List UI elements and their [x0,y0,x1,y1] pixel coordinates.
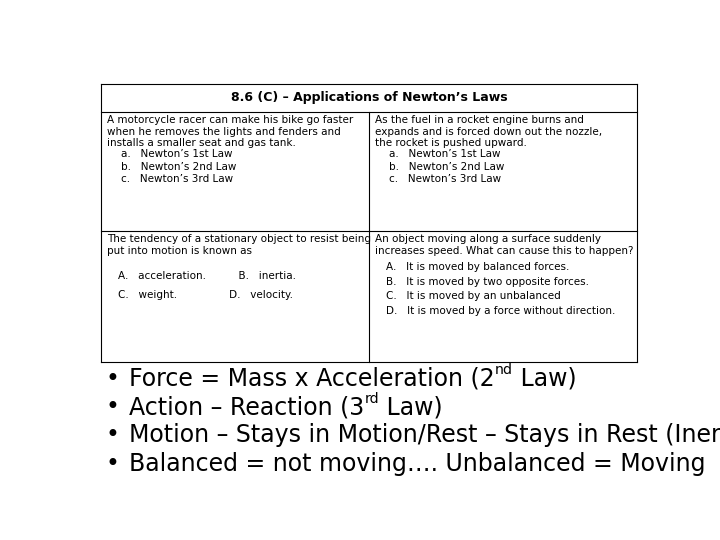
Text: a.   Newton’s 1st Law: a. Newton’s 1st Law [389,149,500,159]
Text: 8.6 (C) – Applications of Newton’s Laws: 8.6 (C) – Applications of Newton’s Laws [230,91,508,104]
Text: •: • [105,451,120,476]
Text: A.   It is moved by balanced forces.: A. It is moved by balanced forces. [386,262,569,272]
Text: •: • [105,423,120,447]
Text: C.   weight.                D.   velocity.: C. weight. D. velocity. [118,290,293,300]
Text: b.   Newton’s 2nd Law: b. Newton’s 2nd Law [389,161,504,172]
Text: Force = Mass x Acceleration (2: Force = Mass x Acceleration (2 [129,367,495,391]
Text: The tendency of a stationary object to resist being
put into motion is known as: The tendency of a stationary object to r… [107,234,371,255]
Text: Action – Reaction (3: Action – Reaction (3 [129,395,364,419]
Text: •: • [105,395,120,419]
Text: •: • [105,367,120,391]
Text: B.   It is moved by two opposite forces.: B. It is moved by two opposite forces. [386,277,589,287]
Text: D.   It is moved by a force without direction.: D. It is moved by a force without direct… [386,306,615,316]
Text: Law): Law) [379,395,443,419]
Text: nd: nd [495,363,513,377]
Text: As the fuel in a rocket engine burns and
expands and is forced down out the nozz: As the fuel in a rocket engine burns and… [374,115,602,148]
Text: An object moving along a surface suddenly
increases speed. What can cause this t: An object moving along a surface suddenl… [374,234,633,255]
Text: C.   It is moved by an unbalanced: C. It is moved by an unbalanced [386,292,560,301]
Text: Motion – Stays in Motion/Rest – Stays in Rest (Inertia/1: Motion – Stays in Motion/Rest – Stays in… [129,423,720,447]
Text: b.   Newton’s 2nd Law: b. Newton’s 2nd Law [121,161,236,172]
Text: rd: rd [364,392,379,406]
Text: c.   Newton’s 3rd Law: c. Newton’s 3rd Law [121,174,233,184]
Text: Law): Law) [513,367,576,391]
Text: Balanced = not moving…. Unbalanced = Moving: Balanced = not moving…. Unbalanced = Mov… [129,451,706,476]
Text: A motorcycle racer can make his bike go faster
when he removes the lights and fe: A motorcycle racer can make his bike go … [107,115,353,148]
Text: A.   acceleration.          B.   inertia.: A. acceleration. B. inertia. [118,272,296,281]
Text: a.   Newton’s 1st Law: a. Newton’s 1st Law [121,149,232,159]
Text: c.   Newton’s 3rd Law: c. Newton’s 3rd Law [389,174,500,184]
